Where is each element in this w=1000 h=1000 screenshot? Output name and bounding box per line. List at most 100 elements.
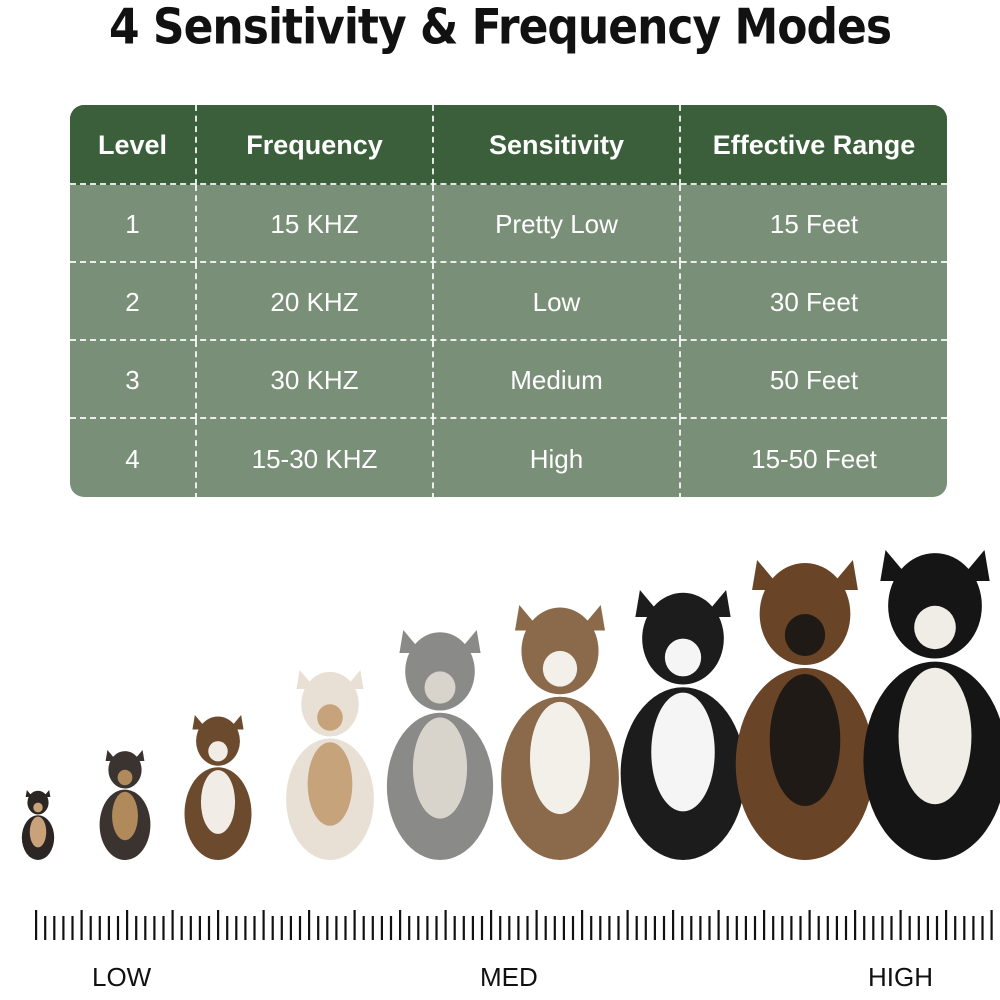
ruler-tick (553, 916, 556, 940)
ruler-tick (35, 910, 38, 940)
ruler-tick (954, 916, 957, 940)
ruler-tick (872, 916, 875, 940)
header-level: Level (97, 129, 168, 160)
table-row: 3 30 KHZ Medium 50 Feet (70, 339, 947, 419)
ruler-tick (744, 916, 747, 940)
ruler-tick (471, 916, 474, 940)
ruler-tick (162, 916, 165, 940)
cell-range: 15-50 Feet (679, 419, 947, 497)
cell-range: 15 Feet (679, 185, 947, 263)
ruler-tick (71, 916, 74, 940)
ruler-tick (153, 916, 156, 940)
ruler-tick (335, 916, 338, 940)
ruler-tick (799, 916, 802, 940)
ruler-tick (544, 916, 547, 940)
ruler-tick (444, 910, 447, 940)
ruler-tick (180, 916, 183, 940)
ruler-tick (116, 916, 120, 940)
cell-range: 30 Feet (679, 263, 947, 341)
ruler-tick (644, 916, 647, 940)
ruler-tick (562, 916, 565, 940)
ruler-tick (408, 916, 411, 940)
ruler-tick (844, 916, 848, 940)
ruler-tick (80, 910, 83, 940)
dog-size-lineup-image (21, 550, 1000, 860)
table-header-row: Level Frequency Sensitivity Effective Ra… (70, 105, 947, 185)
ruler-tick (753, 916, 757, 940)
ruler-tick (599, 916, 602, 940)
ruler-tick (763, 910, 766, 940)
ruler-tick (262, 910, 265, 940)
ruler-tick (362, 916, 365, 940)
ruler-tick (144, 916, 147, 940)
ruler-tick (389, 916, 393, 940)
ruler-scale (35, 910, 993, 940)
ruler-tick (317, 916, 320, 940)
ruler-tick (808, 910, 811, 940)
ruler-tick (635, 916, 638, 940)
table-row: 4 15-30 KHZ High 15-50 Feet (70, 417, 947, 497)
dog-icon (286, 670, 374, 860)
ruler-tick (981, 916, 984, 940)
ruler-tick (89, 916, 92, 940)
ruler-tick (462, 916, 465, 940)
ruler-tick (881, 916, 884, 940)
ruler-tick (854, 910, 857, 940)
ruler-tick (244, 916, 247, 940)
ruler-tick (672, 910, 675, 940)
ruler-tick (690, 916, 693, 940)
ruler-tick (653, 916, 656, 940)
dog-icon (501, 605, 619, 860)
scale-label-low: LOW (92, 962, 152, 992)
ruler-tick (781, 916, 784, 940)
dog-icon (863, 550, 1000, 860)
ruler-tick (817, 916, 820, 940)
ruler-tick (380, 916, 383, 940)
dog-icon (184, 715, 252, 860)
ruler-tick (699, 916, 702, 940)
header-sensitivity: Sensitivity (432, 105, 679, 185)
ruler-tick (935, 916, 939, 940)
cell-sensitivity: Pretty Low (432, 185, 679, 263)
cell-frequency: 15 KHZ (195, 185, 432, 263)
ruler-tick (289, 916, 292, 940)
ruler-tick (990, 910, 993, 940)
ruler-tick (826, 916, 829, 940)
ruler-tick (790, 916, 793, 940)
ruler-tick (608, 916, 611, 940)
ruler-tick (917, 916, 920, 940)
cell-frequency: 30 KHZ (195, 341, 432, 419)
header-frequency: Frequency (195, 105, 432, 185)
cell-sensitivity: Medium (432, 341, 679, 419)
ruler-tick (326, 916, 329, 940)
ruler-tick (926, 916, 929, 940)
ruler-tick (508, 916, 511, 940)
cell-level: 1 (125, 208, 140, 239)
dog-icon (620, 590, 746, 860)
ruler-tick (44, 916, 47, 940)
ruler-tick (863, 916, 866, 940)
dog-icon (386, 630, 494, 860)
ruler-tick (535, 910, 538, 940)
ruler-tick (617, 916, 620, 940)
header-effective-range: Effective Range (679, 105, 947, 185)
modes-table: Level Frequency Sensitivity Effective Ra… (70, 105, 947, 497)
ruler-tick (490, 910, 493, 940)
ruler-tick (426, 916, 429, 940)
scale-label-high: HIGH (868, 962, 933, 992)
cell-range: 50 Feet (679, 341, 947, 419)
ruler-tick (62, 916, 65, 940)
ruler-tick (353, 910, 356, 940)
ruler-tick (226, 916, 229, 940)
ruler-tick (681, 916, 684, 940)
cell-level: 3 (125, 364, 140, 395)
ruler-tick (772, 916, 775, 940)
ruler-tick (98, 916, 101, 940)
table-row: 2 20 KHZ Low 30 Feet (70, 261, 947, 341)
ruler-tick (271, 916, 274, 940)
ruler-tick (517, 916, 520, 940)
ruler-tick (135, 916, 138, 940)
scale-label-med: MED (480, 962, 538, 992)
page-title: 4 Sensitivity & Frequency Modes (108, 0, 892, 57)
ruler-tick (571, 916, 575, 940)
